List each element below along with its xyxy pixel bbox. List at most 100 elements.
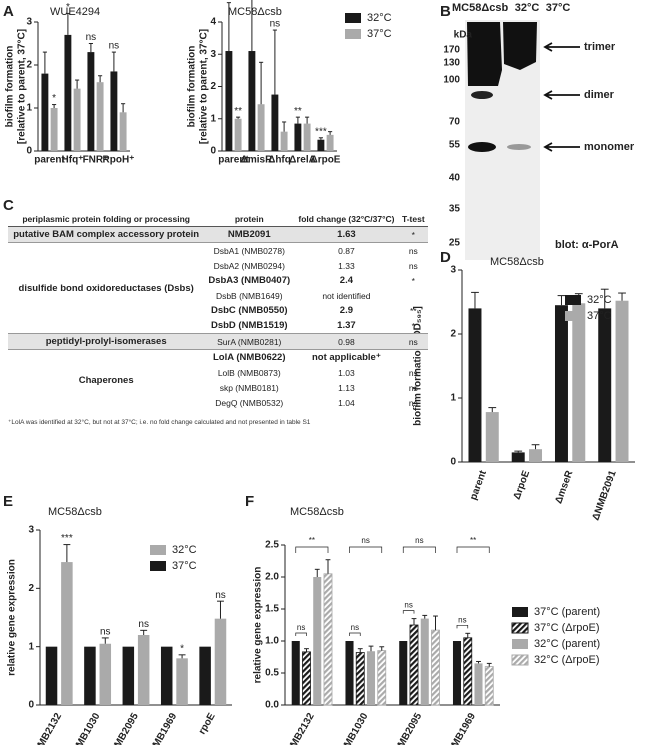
- significance: ns: [138, 619, 149, 630]
- category-cell: peptidyl-prolyl-isomerases: [8, 333, 205, 350]
- band: [468, 142, 496, 152]
- t-test-cell: *: [398, 226, 428, 243]
- bar: [291, 641, 300, 705]
- panel-label: C: [3, 197, 14, 214]
- error-bar: [63, 544, 71, 563]
- error-bar: [305, 116, 310, 124]
- bar: [468, 308, 482, 462]
- bar: [326, 134, 334, 151]
- x-tick-label: ΔmisR: [241, 155, 273, 166]
- category-cell: disulfide bond oxidoreductases (Dsbs): [8, 242, 205, 334]
- significance: ns: [404, 601, 412, 610]
- legend-label: 37°C (parent): [534, 606, 600, 618]
- error-bar: [318, 137, 323, 140]
- bar: [554, 305, 568, 462]
- legend-swatch: [565, 311, 581, 321]
- band: [503, 22, 537, 70]
- error-bar: [272, 29, 277, 95]
- marker-label: 130: [443, 58, 460, 69]
- bar: [317, 139, 325, 151]
- protein-cell: DegQ (NMB0532): [215, 397, 284, 408]
- x-tick-label: NMB1969: [147, 711, 179, 745]
- error-bar: [259, 61, 264, 105]
- bar: [463, 637, 473, 706]
- t-test-cell: ns: [408, 382, 418, 393]
- x-tick-label: NMB2132: [285, 711, 317, 745]
- column-header: fold change (32°C/37°C): [294, 212, 399, 227]
- panel-label: F: [245, 493, 254, 510]
- bar: [73, 88, 81, 151]
- significance: **: [470, 536, 476, 545]
- chart-title: MC58Δcsb: [290, 506, 344, 518]
- band: [507, 144, 531, 150]
- table-row: DsbC (NMB0550) 2.9 **: [8, 303, 428, 318]
- bar: [257, 104, 265, 151]
- bar: [485, 412, 499, 462]
- error-bar: [52, 104, 57, 108]
- bar: [511, 452, 525, 462]
- y-tick-label: 0.5: [265, 668, 279, 679]
- y-tick-label: 0: [210, 146, 216, 157]
- t-test-cell: ns: [408, 260, 418, 271]
- chart-title: WUE4294: [50, 6, 100, 18]
- significance: **: [309, 536, 315, 545]
- bar: [248, 51, 256, 151]
- error-bar: [314, 568, 320, 577]
- error-bar: [217, 600, 224, 619]
- bar: [598, 308, 612, 462]
- t-test-cell: [399, 288, 428, 303]
- fold-change-cell: 1.13: [338, 382, 355, 393]
- bar: [572, 303, 586, 462]
- table-row: putative BAM complex accessory protein NM…: [8, 226, 428, 243]
- table-row: disulfide bond oxidoreductases (Dsbs) Dsb…: [8, 242, 428, 334]
- table-row: DsbD (NMB1519) 1.37 *: [8, 318, 428, 334]
- significance: **: [294, 106, 302, 117]
- bracket: [456, 546, 490, 553]
- legend-swatch: [565, 295, 581, 305]
- arrow: [543, 142, 580, 152]
- column-header: T-test: [398, 212, 428, 227]
- significance: ***: [61, 533, 73, 544]
- blot: MC58Δcsb kDa blot: α-PorA: [452, 2, 619, 260]
- legend-label: 32°C: [587, 294, 612, 306]
- bar: [234, 118, 242, 151]
- bar: [45, 646, 58, 705]
- bar: [355, 652, 365, 706]
- marker-label: 25: [449, 238, 461, 249]
- bar: [61, 562, 73, 705]
- y-tick-label: 1.5: [265, 604, 279, 615]
- legend-swatch: [150, 561, 166, 571]
- y-tick-label: 2: [26, 60, 32, 71]
- significance: *: [66, 2, 70, 13]
- bar: [225, 51, 233, 151]
- y-axis-label: [relative to parent, 37°C]: [199, 29, 210, 144]
- protein-cell: DsbA2 (NMB0294): [213, 260, 285, 271]
- legend-label: 37°C: [367, 28, 392, 40]
- table-row: skp (NMB0181) 1.13 ns: [8, 380, 428, 395]
- table-row: Chaperones LolA (NMB0622) not applicable⁺: [8, 349, 428, 410]
- x-tick-label: NMB2095: [392, 711, 424, 745]
- error-bar: [557, 295, 566, 306]
- table-row: DegQ (NMB0532) 1.04 ns: [8, 395, 428, 410]
- bracket: [456, 624, 469, 629]
- error-bar: [471, 291, 479, 309]
- bar: [84, 646, 96, 705]
- bracket: [402, 546, 436, 553]
- error-bar: [476, 660, 481, 664]
- bar: [474, 663, 483, 705]
- x-tick-label: NMB1030: [338, 711, 370, 745]
- y-tick-label: 0: [450, 457, 456, 468]
- footnote: ⁺LolA was identified at 32°C, but not at…: [8, 419, 311, 426]
- y-tick-label: 1: [210, 113, 216, 124]
- legend-swatch: [512, 607, 528, 617]
- fold-change-cell: not applicable⁺: [294, 349, 399, 365]
- significance: *: [180, 643, 184, 654]
- protein-cell: skp (NMB0181): [219, 382, 279, 393]
- y-axis-label: biofilm formation: [187, 46, 198, 128]
- error-bar: [465, 632, 471, 638]
- bar: [87, 52, 95, 151]
- chart-title: MC58Δcsb: [490, 256, 544, 268]
- y-axis-label: relative gene expression: [253, 567, 264, 684]
- legend-swatch: [512, 639, 528, 649]
- band-label: monomer: [584, 141, 635, 153]
